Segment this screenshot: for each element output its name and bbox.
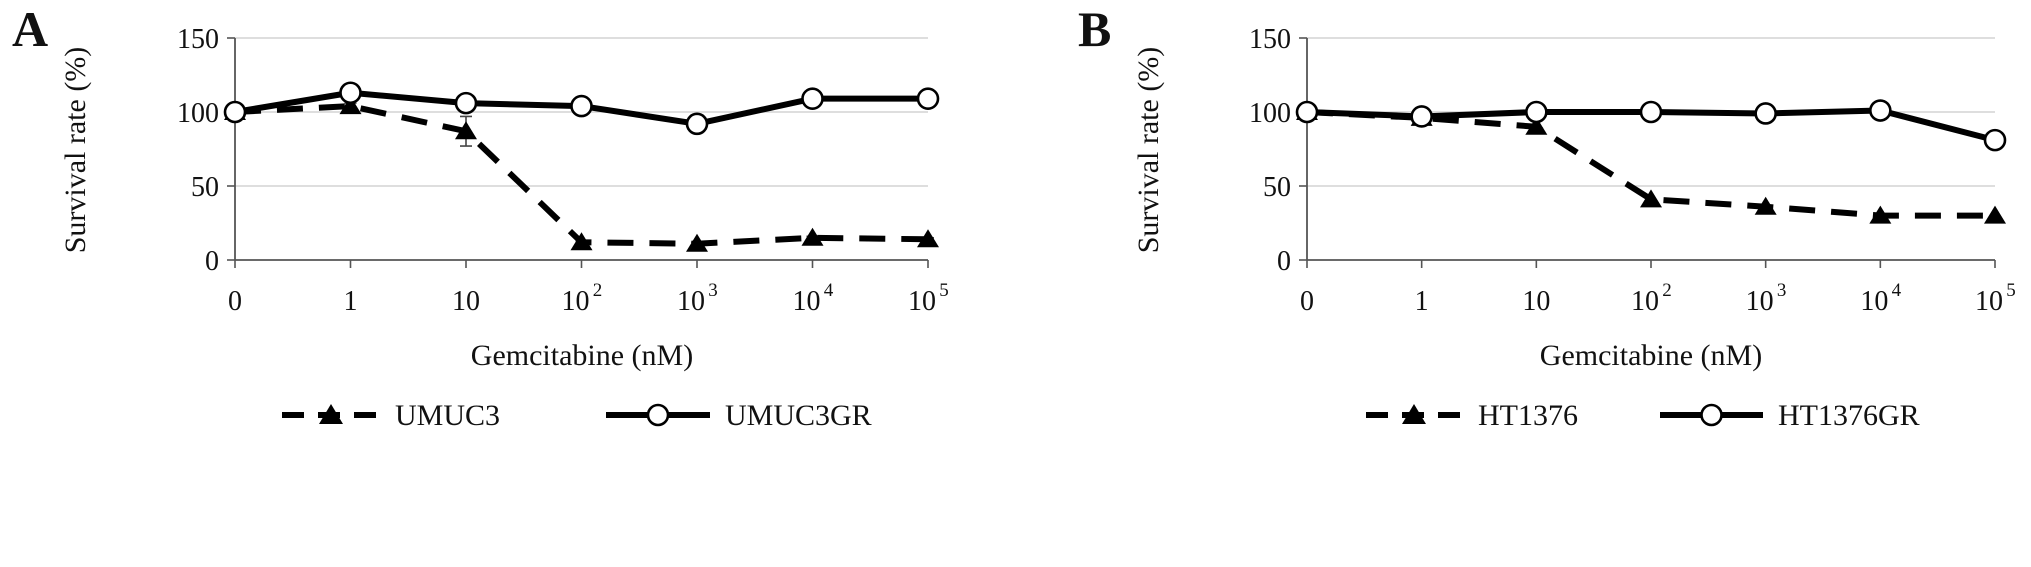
data-point-triangle <box>917 229 939 248</box>
x-axis-label: Gemcitabine (nM) <box>471 339 693 372</box>
y-tick-label: 50 <box>191 172 219 203</box>
data-point-circle <box>801 87 824 110</box>
data-point-circle <box>454 91 478 115</box>
y-axis-label: Survival rate (%) <box>1132 47 1165 254</box>
x-axis-label: Gemcitabine (nM) <box>1540 339 1762 372</box>
y-tick-label: 0 <box>1277 246 1291 277</box>
series-line <box>234 103 929 247</box>
y-tick-label: 150 <box>1249 24 1291 55</box>
data-point-triangle <box>1984 205 2006 224</box>
legend-entry: HT1376 <box>1366 399 1578 432</box>
x-tick-label: 1 <box>344 286 358 317</box>
series-ht1376gr <box>1295 99 2007 152</box>
data-point-triangle <box>1525 116 1548 135</box>
legend-marker-triangle <box>1402 404 1426 424</box>
x-tick-exponent: 5 <box>2006 280 2016 301</box>
legend-marker-circle <box>1700 403 1723 427</box>
y-axis-label: Survival rate (%) <box>59 47 92 254</box>
data-point-circle <box>916 87 940 110</box>
data-point-triangle <box>686 233 708 252</box>
data-point-circle <box>1410 105 1433 128</box>
x-tick-exponent: 4 <box>1892 280 1902 301</box>
legend-label: HT1376 <box>1478 399 1578 432</box>
data-point-triangle <box>801 227 824 246</box>
data-point-triangle <box>339 96 362 115</box>
data-point-triangle <box>455 121 477 140</box>
x-tick-exponent: 3 <box>708 280 718 301</box>
data-point-triangle <box>1869 205 1892 224</box>
legend-label: UMUC3 <box>395 399 500 432</box>
x-tick-label: 1 <box>1415 286 1429 317</box>
legend-entry: HT1376GR <box>1660 399 1920 432</box>
x-tick-label: 10 <box>793 286 821 317</box>
panel-letter: A <box>12 1 48 57</box>
x-tick-label: 10 <box>1860 286 1888 317</box>
y-tick-label: 0 <box>205 246 219 277</box>
legend-marker-triangle <box>319 404 343 424</box>
x-tick-label: 10 <box>677 286 705 317</box>
data-point-circle <box>1525 100 1548 124</box>
x-tick-label: 10 <box>562 286 590 317</box>
x-tick-exponent: 2 <box>1662 280 1672 301</box>
x-tick-exponent: 3 <box>1777 280 1787 301</box>
data-point-circle <box>1983 128 2007 152</box>
data-point-circle <box>223 100 247 124</box>
legend-marker-circle <box>646 403 670 427</box>
x-tick-label: 10 <box>1975 286 2003 317</box>
x-tick-label: 0 <box>1300 286 1314 317</box>
data-point-triangle <box>1640 189 1662 208</box>
x-tick-label: 0 <box>228 286 242 317</box>
y-tick-label: 100 <box>177 98 219 129</box>
data-point-circle <box>1869 99 1892 122</box>
data-point-circle <box>570 94 593 118</box>
x-tick-label: 10 <box>1522 286 1550 317</box>
x-tick-exponent: 2 <box>593 280 603 301</box>
panel-letter: B <box>1078 1 1111 57</box>
y-tick-label: 50 <box>1263 172 1291 203</box>
x-tick-label: 10 <box>452 286 480 317</box>
x-tick-exponent: 4 <box>824 280 834 301</box>
x-tick-exponent: 5 <box>939 280 949 301</box>
data-point-circle <box>1754 102 1777 125</box>
legend-label: HT1376GR <box>1778 399 1920 432</box>
x-tick-label: 10 <box>908 286 936 317</box>
data-point-circle <box>1295 100 1319 124</box>
data-point-circle <box>339 81 362 105</box>
data-point-circle <box>1639 100 1663 124</box>
x-tick-label: 10 <box>1631 286 1659 317</box>
series-ht1376 <box>1296 102 2006 224</box>
series-umuc3gr <box>223 81 940 136</box>
x-tick-label: 10 <box>1746 286 1774 317</box>
y-tick-label: 150 <box>177 24 219 55</box>
series-umuc3 <box>224 96 939 252</box>
y-tick-label: 100 <box>1249 98 1291 129</box>
legend-entry: UMUC3GR <box>606 399 872 432</box>
legend-label: UMUC3GR <box>725 399 872 432</box>
legend-entry: UMUC3 <box>282 399 500 432</box>
data-point-triangle <box>1754 196 1777 215</box>
data-point-triangle <box>570 232 593 251</box>
data-point-circle <box>685 112 709 136</box>
